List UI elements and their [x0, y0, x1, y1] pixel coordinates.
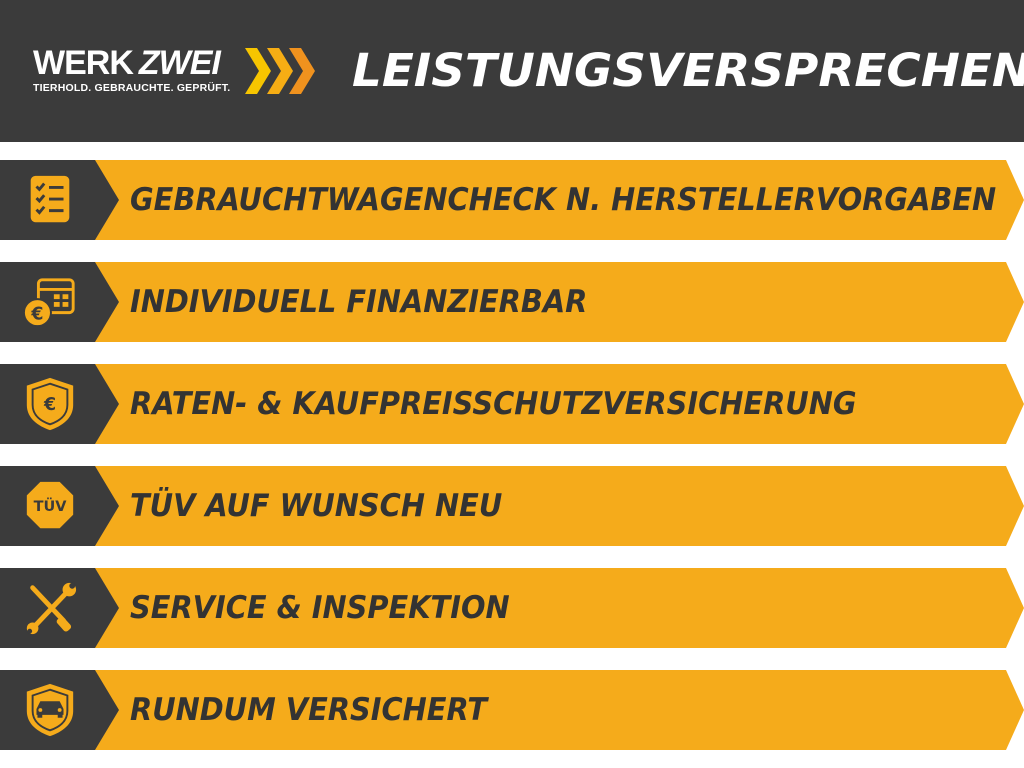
list-item: GEBRAUCHTWAGENCHECK N. HERSTELLERVORGABE… — [0, 160, 1024, 240]
list-item: € RATEN- & KAUFPREISSCHUTZVERSICHERUNG — [0, 364, 1024, 444]
logo-tagline: TIERHOLD. GEBRAUCHTE. GEPRÜFT. — [33, 82, 231, 94]
list-item: SERVICE & INSPEKTION — [0, 568, 1024, 648]
svg-text:TÜV: TÜV — [34, 497, 68, 515]
list-item: € INDIVIDUELL FINANZIERBAR — [0, 262, 1024, 342]
tuv-badge-icon: TÜV — [26, 481, 74, 529]
list-item: RUNDUM VERSICHERT — [0, 670, 1024, 750]
checklist-icon — [30, 175, 70, 223]
page-title: LEISTUNGSVERSPRECHEN — [352, 44, 1024, 97]
svg-text:€: € — [43, 395, 56, 415]
logo: WERK ZWEI TIERHOLD. GEBRAUCHTE. GEPRÜFT. — [33, 46, 230, 94]
shield-euro-icon: € — [26, 377, 74, 431]
logo-word1: WERK — [33, 44, 134, 82]
shield-car-icon — [26, 683, 74, 737]
item-label: GEBRAUCHTWAGENCHECK N. HERSTELLERVORGABE… — [130, 182, 997, 218]
calendar-euro-icon: € — [22, 278, 75, 328]
logo-word2: ZWEI — [138, 44, 221, 82]
item-label: INDIVIDUELL FINANZIERBAR — [130, 284, 588, 320]
item-label: TÜV AUF WUNSCH NEU — [130, 488, 503, 524]
svg-text:€: € — [30, 304, 43, 324]
item-label: RUNDUM VERSICHERT — [130, 692, 488, 728]
item-label: SERVICE & INSPEKTION — [130, 590, 510, 626]
wrench-screwdriver-icon — [26, 582, 77, 635]
list-item: TÜV TÜV AUF WUNSCH NEU — [0, 466, 1024, 546]
chevrons-icon — [245, 48, 315, 94]
item-label: RATEN- & KAUFPREISSCHUTZVERSICHERUNG — [130, 386, 857, 422]
header: WERK ZWEI TIERHOLD. GEBRAUCHTE. GEPRÜFT. … — [0, 0, 1024, 142]
